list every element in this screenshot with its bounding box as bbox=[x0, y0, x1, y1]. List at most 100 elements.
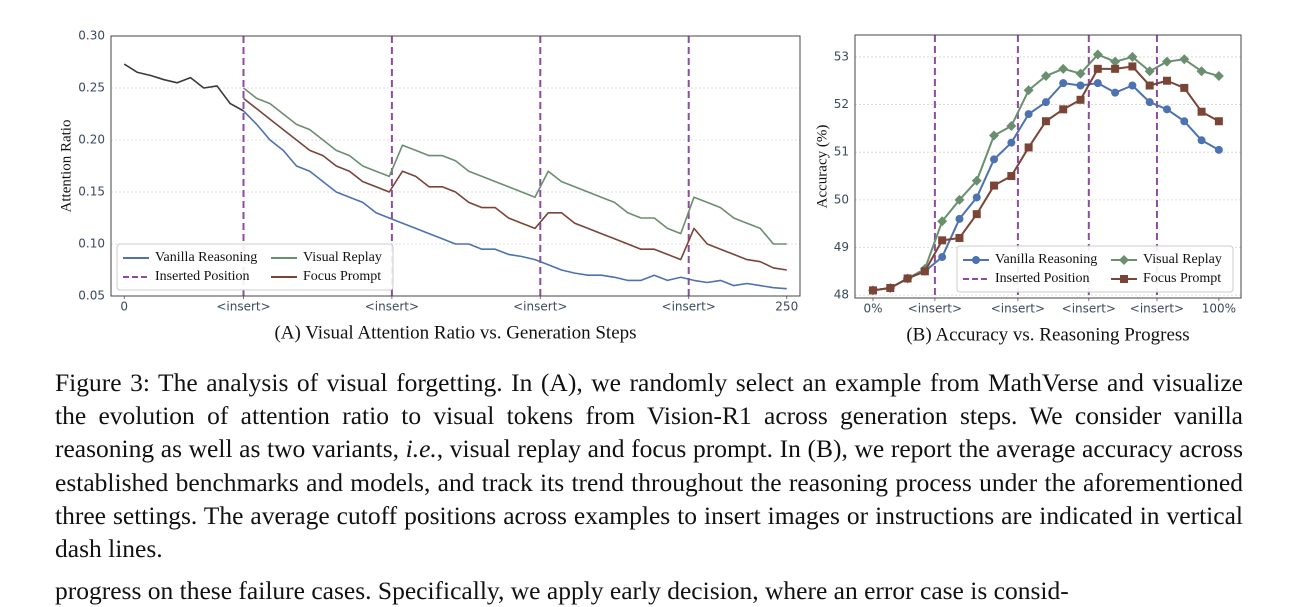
marker bbox=[1110, 56, 1121, 67]
chart-title: (A) Visual Attention Ratio vs. Generatio… bbox=[274, 322, 636, 343]
marker bbox=[1007, 172, 1016, 181]
legend-box bbox=[956, 245, 1234, 293]
marker bbox=[972, 193, 981, 202]
marker bbox=[1093, 64, 1102, 73]
y-axis-label: Accuracy (%) bbox=[814, 125, 830, 209]
marker bbox=[1214, 117, 1223, 126]
marker bbox=[1092, 49, 1103, 60]
marker bbox=[1059, 105, 1068, 114]
marker bbox=[1196, 66, 1207, 77]
plot-frame bbox=[110, 35, 801, 297]
y-tick-label: 52 bbox=[834, 97, 849, 111]
y-tick-label: 0.20 bbox=[78, 133, 105, 147]
legend-label: Inserted Position bbox=[995, 271, 1090, 286]
legend-label: Focus Prompt bbox=[303, 269, 381, 284]
y-tick-label: 0.05 bbox=[78, 289, 105, 303]
y-tick-label: 0.15 bbox=[78, 185, 105, 199]
x-tick-label: <insert> bbox=[365, 300, 419, 314]
legend-label: Inserted Position bbox=[155, 269, 250, 284]
legend-label: Visual Replay bbox=[303, 250, 382, 265]
marker bbox=[1007, 138, 1016, 147]
caption-text: Figure 3: The analysis of visual forgett… bbox=[55, 368, 1243, 464]
marker bbox=[1006, 121, 1017, 132]
y-tick-label: 0.30 bbox=[78, 29, 105, 43]
marker bbox=[938, 253, 947, 262]
marker bbox=[1041, 98, 1050, 107]
marker bbox=[1128, 62, 1137, 71]
chart-title: (B) Accuracy vs. Reasoning Progress bbox=[906, 324, 1189, 345]
marker bbox=[1111, 64, 1120, 73]
plot-frame bbox=[854, 34, 1242, 299]
figure-caption: Figure 3: The analysis of visual forgett… bbox=[55, 366, 1243, 565]
marker bbox=[1058, 63, 1069, 74]
marker bbox=[972, 256, 980, 264]
marker bbox=[1024, 110, 1033, 119]
marker bbox=[1093, 79, 1102, 88]
x-tick-label: 250 bbox=[775, 300, 798, 314]
marker bbox=[1023, 85, 1034, 96]
marker bbox=[938, 236, 947, 245]
y-tick-label: 51 bbox=[834, 145, 849, 159]
marker bbox=[1214, 145, 1223, 154]
y-axis-label: Attention Ratio bbox=[58, 120, 74, 213]
marker bbox=[1179, 54, 1190, 65]
marker bbox=[903, 274, 912, 283]
marker bbox=[920, 267, 929, 276]
page: 0.05 0.10 0.15 0.20 0.25 0.30 0 <insert> <insert… bbox=[55, 28, 1243, 605]
marker bbox=[1076, 95, 1085, 104]
legend: Vanilla Reasoning Visual Replay Inserted P… bbox=[116, 243, 394, 291]
marker bbox=[1213, 70, 1224, 81]
series-line bbox=[243, 87, 787, 245]
x-tick-label: <insert> bbox=[908, 302, 962, 316]
y-tick-label: 53 bbox=[834, 49, 849, 63]
marker bbox=[1040, 70, 1051, 81]
x-tick-label: <insert> bbox=[1062, 302, 1116, 316]
marker bbox=[1162, 76, 1171, 85]
x-tick-label: 100% bbox=[1202, 302, 1236, 316]
marker bbox=[868, 286, 877, 295]
marker bbox=[1162, 105, 1171, 114]
y-tick-label: 0.10 bbox=[78, 237, 105, 251]
marker bbox=[1145, 98, 1154, 107]
legend-label: Vanilla Reasoning bbox=[995, 252, 1097, 267]
marker bbox=[990, 155, 999, 164]
marker bbox=[1075, 68, 1086, 79]
marker bbox=[1144, 66, 1155, 77]
marker bbox=[1119, 255, 1129, 265]
series-line bbox=[243, 97, 787, 271]
marker bbox=[1180, 117, 1189, 126]
legend-box bbox=[116, 243, 394, 291]
series-line bbox=[123, 63, 244, 112]
marker bbox=[972, 210, 981, 219]
marker bbox=[971, 175, 982, 186]
marker bbox=[954, 194, 965, 205]
x-tick-label: 0 bbox=[120, 300, 128, 314]
body-text: progress on these failure cases. Specifi… bbox=[55, 576, 1069, 605]
marker bbox=[955, 214, 964, 223]
marker bbox=[989, 130, 1000, 141]
legend-label: Visual Replay bbox=[1143, 252, 1222, 267]
legend-label: Vanilla Reasoning bbox=[155, 250, 257, 265]
y-tick-label: 49 bbox=[834, 240, 849, 254]
x-tick-label: <insert> bbox=[991, 302, 1045, 316]
marker bbox=[990, 181, 999, 190]
marker bbox=[1128, 81, 1137, 90]
marker bbox=[1180, 83, 1189, 92]
x-tick-label: <insert> bbox=[216, 300, 270, 314]
marker bbox=[1076, 81, 1085, 90]
caption-text: , visual replay and focus prompt. In (B)… bbox=[55, 434, 1243, 564]
marker bbox=[1197, 136, 1206, 145]
legend: Vanilla Reasoning Visual Replay Inserted P… bbox=[956, 245, 1234, 293]
y-tick-label: 0.25 bbox=[78, 81, 105, 95]
figure: 0.05 0.10 0.15 0.20 0.25 0.30 0 <insert> <insert… bbox=[58, 29, 1242, 345]
legend-label: Focus Prompt bbox=[1143, 271, 1221, 286]
marker bbox=[937, 216, 948, 227]
x-tick-label: <insert> bbox=[662, 300, 716, 314]
marker bbox=[955, 233, 964, 242]
marker bbox=[1111, 88, 1120, 97]
marker bbox=[1059, 79, 1068, 88]
marker bbox=[1197, 107, 1206, 116]
marker bbox=[1120, 275, 1128, 283]
caption-italic: i.e. bbox=[405, 434, 437, 464]
x-tick-label: 0% bbox=[863, 302, 882, 316]
